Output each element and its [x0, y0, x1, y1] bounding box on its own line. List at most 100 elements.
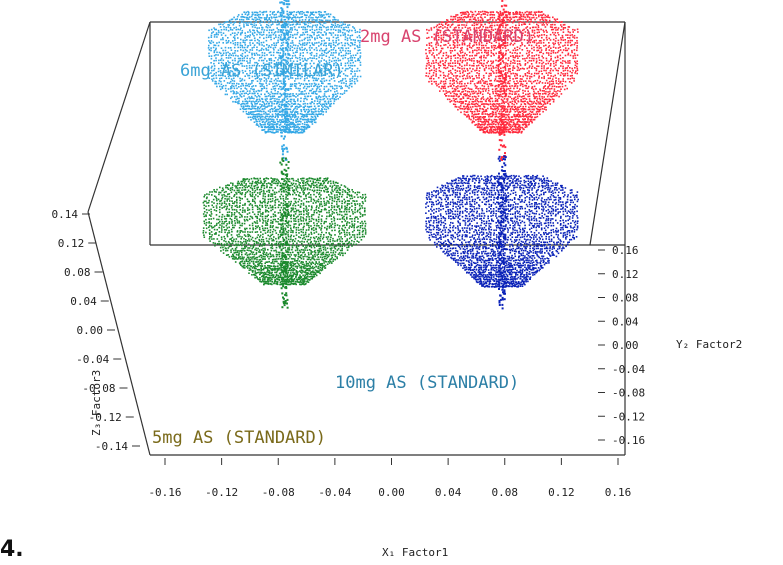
data-point [547, 46, 550, 48]
data-point [466, 62, 468, 64]
data-point [274, 46, 277, 49]
data-point [256, 54, 259, 56]
data-point [540, 67, 543, 70]
data-point [516, 52, 518, 55]
data-point [339, 24, 341, 27]
data-point [211, 75, 213, 77]
data-point [248, 18, 250, 20]
data-point [340, 42, 343, 44]
data-point [519, 80, 521, 83]
data-point [497, 116, 499, 118]
data-point [280, 106, 282, 108]
data-point [288, 16, 290, 18]
data-point [278, 129, 280, 131]
data-point [306, 51, 309, 54]
data-point [491, 126, 493, 129]
data-point [208, 55, 211, 57]
data-point [263, 113, 265, 115]
data-point [490, 52, 493, 54]
data-point [497, 90, 500, 92]
data-point [535, 39, 537, 42]
data-point [488, 129, 491, 131]
data-point [534, 113, 537, 116]
data-point [321, 49, 324, 52]
data-point [293, 103, 296, 105]
data-point [358, 34, 361, 37]
data-point [237, 28, 239, 31]
data-point [287, 34, 289, 36]
data-point [425, 57, 428, 60]
data-point [509, 62, 512, 65]
data-point [496, 128, 499, 130]
data-point [256, 27, 258, 29]
data-point [554, 56, 557, 59]
data-point [504, 30, 507, 33]
data-point [480, 49, 482, 51]
data-point [352, 61, 354, 64]
data-point [552, 75, 555, 78]
data-point [297, 103, 299, 105]
data-point [569, 62, 571, 64]
data-point [315, 21, 317, 23]
data-point [449, 26, 452, 28]
data-point [469, 16, 472, 18]
data-point [478, 46, 480, 49]
data-point [502, 47, 504, 49]
data-point [248, 85, 250, 88]
data-point [466, 54, 468, 56]
data-point [543, 92, 546, 95]
data-point [291, 123, 294, 125]
data-point [431, 36, 433, 38]
data-point [292, 72, 294, 75]
data-point [540, 16, 543, 19]
data-point [316, 28, 318, 31]
data-point [299, 48, 301, 51]
data-point [349, 80, 351, 83]
data-point [323, 31, 326, 33]
data-point [428, 52, 431, 54]
data-point [567, 60, 569, 62]
data-point [238, 83, 240, 85]
data-point [509, 96, 512, 98]
data-point [259, 33, 261, 36]
data-point [454, 60, 456, 62]
data-point [495, 84, 497, 87]
data-point [472, 106, 474, 108]
data-point [475, 19, 477, 21]
data-point [445, 31, 447, 34]
data-point [553, 33, 555, 36]
data-point [504, 95, 506, 98]
data-point [323, 85, 326, 88]
data-point [281, 87, 284, 90]
data-point [213, 50, 216, 52]
data-point [542, 29, 545, 32]
data-point [500, 95, 502, 98]
data-point [440, 50, 442, 52]
data-point [302, 87, 305, 89]
data-point [507, 88, 510, 90]
data-point [470, 88, 473, 91]
data-point [520, 98, 522, 101]
data-point [567, 28, 569, 31]
data-point [498, 56, 501, 59]
data-point [549, 33, 552, 36]
data-point [497, 36, 500, 39]
data-point [461, 42, 464, 44]
data-point [230, 87, 233, 89]
data-point [269, 95, 272, 98]
data-point [548, 98, 550, 100]
data-point [572, 57, 575, 59]
data-point [546, 98, 548, 101]
data-point [244, 98, 246, 100]
data-point [512, 55, 514, 57]
data-point [265, 18, 267, 21]
data-point [544, 103, 547, 105]
data-point [320, 85, 322, 87]
data-point [270, 34, 272, 36]
data-point [354, 73, 356, 75]
data-point [573, 49, 576, 51]
data-point [316, 79, 318, 82]
data-point [443, 77, 445, 79]
data-point [269, 14, 271, 16]
data-point [567, 26, 570, 28]
